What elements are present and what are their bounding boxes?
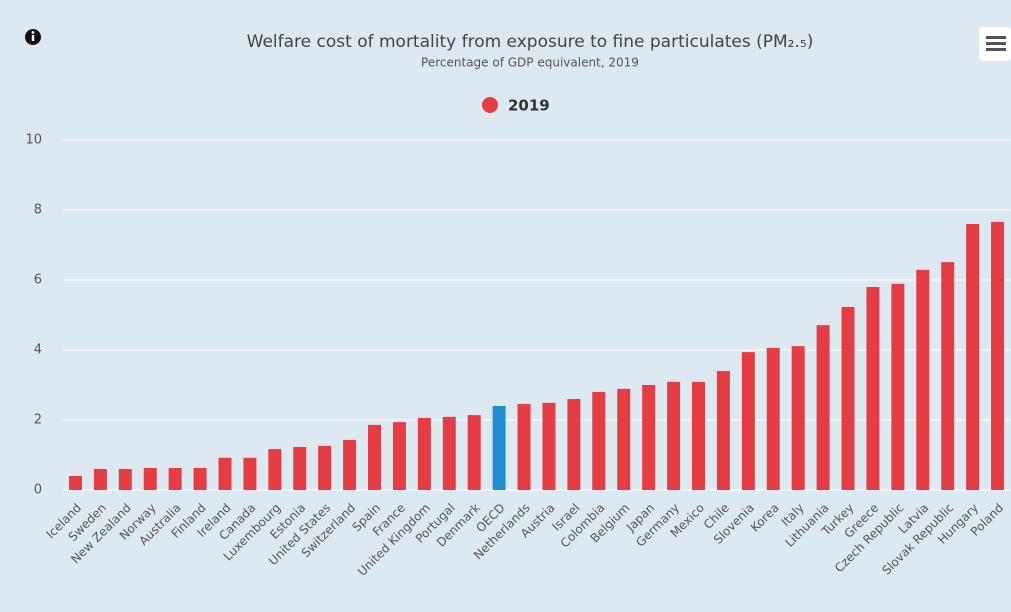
- bar: [93, 469, 107, 490]
- bar: [193, 467, 207, 490]
- bar: [517, 403, 531, 490]
- bar: [766, 347, 780, 490]
- chart-title: Welfare cost of mortality from exposure …: [247, 32, 814, 52]
- bar: [143, 467, 157, 490]
- bar: [218, 457, 232, 490]
- bar: [68, 476, 82, 490]
- y-tick-label: 0: [34, 483, 42, 498]
- bar: [642, 385, 656, 490]
- bar: [293, 446, 307, 490]
- bar: [991, 221, 1005, 490]
- bar: [542, 402, 556, 490]
- bar: [741, 352, 755, 490]
- bar: [716, 371, 730, 490]
- bar: [916, 269, 930, 490]
- chart-subtitle: Percentage of GDP equivalent, 2019: [421, 56, 639, 70]
- y-tick-label: 8: [34, 203, 42, 218]
- bar: [467, 415, 481, 490]
- bar: [318, 445, 332, 490]
- bar: [617, 388, 631, 490]
- bar: [866, 287, 880, 490]
- x-tick-label: Korea: [748, 501, 782, 535]
- bar: [567, 399, 581, 490]
- bar: [343, 439, 357, 490]
- bar: [816, 325, 830, 490]
- bar: [268, 449, 282, 490]
- info-icon[interactable]: [25, 29, 41, 45]
- bar: [691, 381, 705, 490]
- bar: [168, 467, 182, 490]
- y-tick-label: 6: [34, 273, 42, 288]
- y-tick-label: 2: [34, 413, 42, 428]
- bar: [667, 381, 681, 490]
- bar: [791, 346, 805, 490]
- bar: [941, 262, 955, 490]
- bar: [417, 417, 431, 490]
- bar: [392, 422, 406, 490]
- bar: [841, 306, 855, 490]
- bar: [891, 283, 905, 490]
- y-tick-label: 4: [34, 343, 42, 358]
- legend-marker: [482, 97, 498, 113]
- bar: [368, 424, 382, 490]
- y-tick-label: 10: [25, 133, 42, 148]
- menu-button[interactable]: [979, 27, 1011, 61]
- bar: [442, 416, 456, 490]
- bar: [118, 469, 132, 490]
- bar: [592, 392, 606, 490]
- bar: [243, 457, 257, 490]
- legend-label: 2019: [508, 97, 550, 115]
- bar: [492, 406, 506, 490]
- bar: [966, 224, 980, 490]
